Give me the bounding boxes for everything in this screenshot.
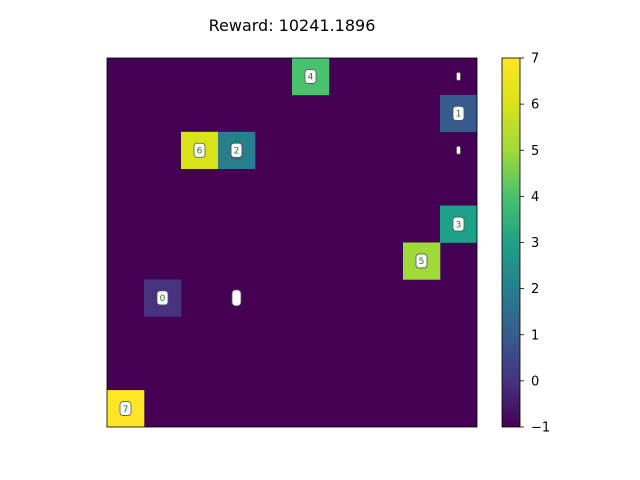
heatmap-cell: 4 [292, 58, 330, 96]
cell-label: 1 [456, 110, 462, 120]
chart-title: Reward: 10241.1896 [209, 16, 376, 35]
cell-label-box [119, 401, 132, 416]
colorbar-tick-label: −1 [531, 421, 550, 436]
empty-cell-marker [456, 145, 461, 155]
cell-label-box [193, 142, 206, 158]
cell-label: 3 [456, 220, 462, 230]
cell-label-box [304, 69, 317, 84]
heatmap-cell: 7 [107, 390, 145, 428]
colorbar-tick-label: 5 [531, 144, 539, 159]
colorbar-tick-label: 2 [531, 282, 539, 297]
cell-label-box [452, 216, 465, 232]
heatmap-cell: 0 [144, 279, 182, 317]
cell-label-box [415, 253, 428, 269]
cell-label: 0 [160, 294, 166, 304]
colorbar-tick-label: 4 [531, 190, 539, 205]
heatmap-cell: 2 [218, 131, 256, 169]
cell-label: 5 [419, 257, 425, 267]
cell-label: 6 [197, 146, 203, 156]
cell-label-box-outline [230, 140, 243, 160]
cell-label: 4 [308, 73, 314, 83]
cell-label: 2 [234, 146, 240, 156]
colorbar-tick-label: 1 [531, 328, 539, 343]
cell-label-box [452, 105, 465, 121]
cell-label: 7 [123, 405, 129, 415]
heatmap-cell: 1 [440, 94, 478, 133]
empty-cell-marker [456, 72, 461, 81]
empty-cell-marker [231, 289, 242, 307]
heatmap-cell: 6 [181, 131, 219, 169]
colorbar: 7 6 5 4 3 2 1 0 −1 [501, 52, 550, 436]
cell-label-box [156, 290, 169, 306]
colorbar-tick-label: 0 [531, 374, 539, 389]
heatmap-cell: 5 [403, 242, 441, 280]
colorbar-tick-label: 3 [531, 236, 539, 251]
heatmap-grid: 4 6 2 1 3 5 0 7 [106, 57, 478, 428]
colorbar-tick-label: 7 [531, 52, 539, 67]
heatmap-frame [106, 57, 478, 428]
heatmap-cell: 3 [440, 205, 478, 243]
colorbar-gradient [501, 57, 521, 428]
colorbar-tick-label: 6 [531, 98, 539, 113]
